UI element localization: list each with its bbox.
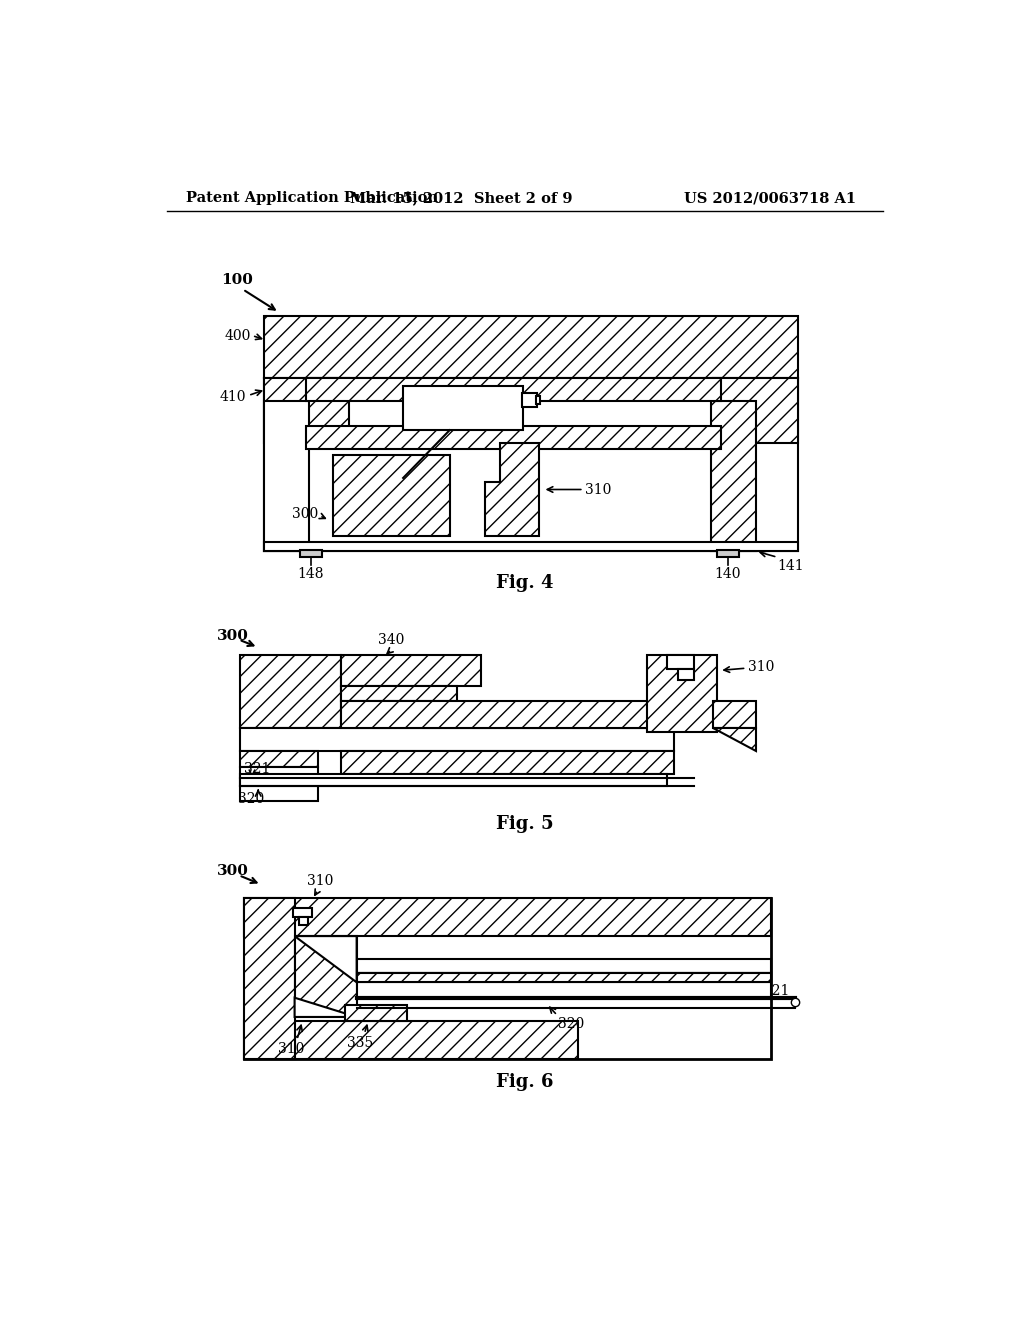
Polygon shape [484,444,539,536]
Text: 321: 321 [245,762,270,776]
Bar [678,669,693,681]
Bar [245,898,771,1059]
Bar [263,378,799,552]
Bar [537,396,541,404]
Polygon shape [334,455,450,536]
Bar [341,655,480,686]
Bar [306,426,721,449]
Text: 340: 340 [378,634,404,647]
Bar [403,385,523,430]
Bar [717,549,738,557]
Bar [241,729,675,751]
Bar [299,917,308,924]
Text: 100: 100 [221,273,253,286]
Text: Fig. 6: Fig. 6 [496,1073,554,1092]
Bar [293,908,312,917]
Polygon shape [713,701,756,729]
Text: Patent Application Publication: Patent Application Publication [186,191,438,206]
Bar [341,701,675,729]
Bar [341,751,675,775]
Bar [356,973,771,982]
Bar [341,686,458,701]
Text: Mar. 15, 2012  Sheet 2 of 9: Mar. 15, 2012 Sheet 2 of 9 [350,191,572,206]
Bar [241,655,341,729]
Text: 130: 130 [378,490,404,504]
Bar [263,378,349,444]
Text: 140: 140 [715,566,741,581]
Bar [356,973,771,982]
Text: 300: 300 [217,628,249,643]
Text: 310: 310 [307,874,334,887]
Polygon shape [295,936,356,1016]
Text: 148: 148 [298,566,325,581]
Bar [263,543,799,552]
Bar [521,393,538,407]
Bar [263,401,308,552]
Text: 120: 120 [493,393,518,408]
Polygon shape [295,998,356,1016]
Text: Fig. 4: Fig. 4 [496,574,554,593]
Bar [647,655,717,733]
Bar [245,898,771,936]
Polygon shape [713,729,756,751]
Bar [245,1020,578,1059]
Bar [356,982,771,998]
Text: 310: 310 [278,1041,304,1056]
Text: Fig. 5: Fig. 5 [496,816,554,833]
Polygon shape [295,936,356,982]
Text: 400: 400 [224,329,251,342]
Bar [241,751,317,767]
Text: 310: 310 [586,483,611,496]
Text: 335: 335 [347,1036,374,1051]
Text: 141: 141 [777,558,804,573]
Bar [300,549,322,557]
Text: 310: 310 [748,660,774,673]
Text: 321: 321 [764,983,790,998]
Bar [245,898,295,1059]
Text: 410: 410 [219,391,246,404]
Text: 300: 300 [292,507,317,521]
Bar [711,401,756,552]
Bar [667,655,693,669]
Bar [241,767,317,801]
Text: 320: 320 [238,792,264,807]
Bar [306,378,721,401]
Text: 300: 300 [217,863,249,878]
Text: 320: 320 [558,1016,585,1031]
Bar [241,775,667,785]
Bar [263,317,799,378]
Text: US 2012/0063718 A1: US 2012/0063718 A1 [684,191,856,206]
Bar [713,378,799,444]
Bar [345,1006,407,1020]
Bar [356,960,771,973]
